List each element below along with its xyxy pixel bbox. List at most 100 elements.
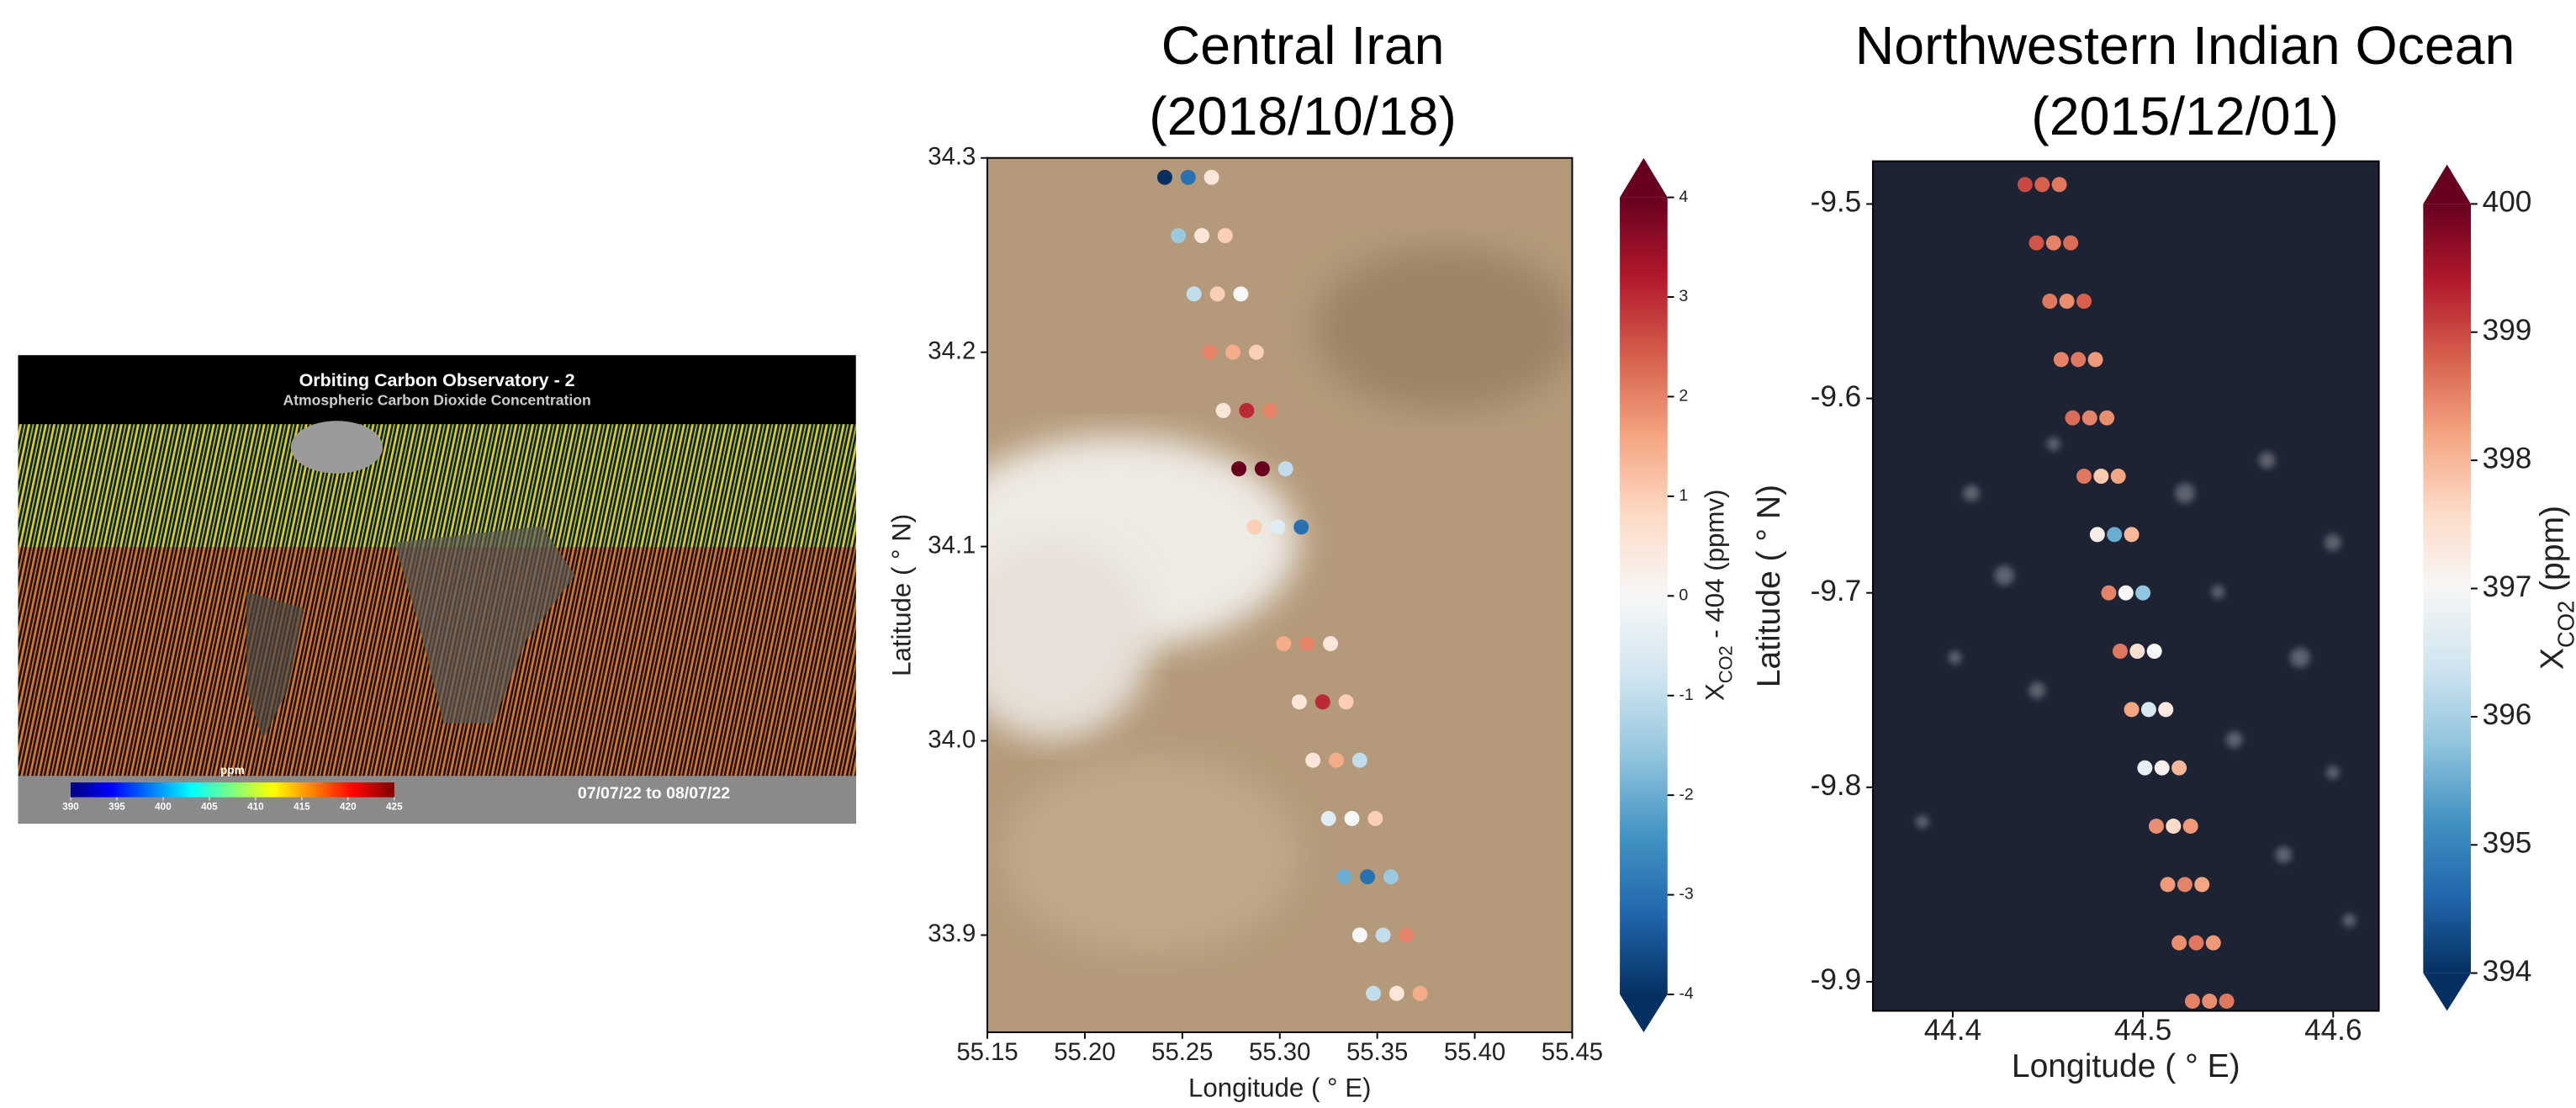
data-point — [2202, 994, 2218, 1009]
data-point — [1231, 461, 1247, 477]
data-point — [1209, 286, 1225, 302]
data-point — [2158, 702, 2174, 718]
colorbar-tick-label: 396 — [2483, 698, 2532, 731]
data-point — [2071, 352, 2087, 368]
chart-title: Northwestern Indian Ocean — [1855, 15, 2515, 76]
data-point — [2118, 585, 2134, 601]
data-point — [2107, 527, 2123, 543]
y-axis-label: Latitude ( ° N) — [887, 514, 917, 676]
data-point — [1156, 169, 1172, 185]
data-point — [2148, 819, 2164, 834]
y-tick-label: 34.2 — [928, 337, 976, 364]
data-point — [1323, 636, 1338, 652]
data-point — [1366, 985, 1381, 1001]
africa — [394, 526, 575, 724]
data-point — [2101, 585, 2117, 601]
colorbar-tick-label: 1 — [1679, 486, 1688, 505]
colorbar-tick-label: 3 — [1679, 287, 1688, 305]
data-point — [2093, 469, 2109, 485]
colorbar-tick-label: 0 — [1679, 586, 1688, 604]
points — [1156, 169, 1428, 1001]
axes-frame — [1871, 160, 2380, 1012]
colorbar-label-part: (ppm) — [2535, 506, 2571, 601]
colorbar-extend — [1620, 157, 1668, 198]
data-point — [1233, 286, 1249, 302]
data-point — [2137, 760, 2153, 776]
data-point — [1194, 228, 1209, 244]
x-tick-label: 55.30 — [1249, 1038, 1310, 1066]
data-point — [1217, 228, 1233, 244]
data-point — [2053, 352, 2069, 368]
x-axis-label: Longitude ( ° E) — [1188, 1074, 1371, 1103]
colorbar-tick-label: -1 — [1679, 686, 1693, 704]
colorbar-label-part: CO2 — [2552, 601, 2576, 648]
greenland — [290, 421, 383, 474]
chart-title: Central Iran — [1161, 15, 1445, 76]
data-point — [1262, 402, 1278, 418]
y-tick-label: -9.6 — [1811, 380, 1862, 413]
satellite-image — [987, 157, 1573, 1032]
colorbar-label-part: X — [1701, 683, 1730, 701]
y-axis-label: Latitude ( ° N) — [1751, 485, 1787, 687]
data-point — [1254, 461, 1270, 477]
data-point — [1239, 402, 1255, 418]
x-tick-label: 55.25 — [1151, 1038, 1213, 1066]
colorbar-tick-label: 405 — [201, 801, 218, 812]
x-tick-label: 55.20 — [1054, 1038, 1115, 1066]
data-point — [1336, 869, 1352, 885]
data-point — [2081, 410, 2097, 426]
colorbar-tick-label: 394 — [2483, 955, 2532, 988]
colorbar-tick-label: 400 — [155, 801, 172, 812]
y-tick-label: 34.0 — [928, 725, 976, 753]
colorbar-label: XCO2 - 404 (ppmv) — [1701, 490, 1737, 702]
colorbar-label-part: X — [2535, 648, 2571, 670]
data-point — [2184, 994, 2200, 1009]
colorbar-extend — [2423, 973, 2471, 1011]
data-point — [2076, 469, 2092, 485]
data-point — [2194, 877, 2210, 893]
y-tick-label: 34.3 — [928, 142, 976, 170]
data-point — [1270, 519, 1286, 535]
data-point — [1248, 344, 1264, 360]
colorbar-tick-label: 390 — [62, 801, 79, 812]
x-tick-label: 44.5 — [2114, 1014, 2171, 1047]
data-point — [2160, 877, 2176, 893]
data-point — [2171, 760, 2187, 776]
data-point — [2135, 585, 2151, 601]
data-point — [1186, 286, 1202, 302]
data-point — [1383, 869, 1399, 885]
data-point — [1215, 402, 1231, 418]
colorbar-tick-label: 399 — [2483, 314, 2532, 347]
x-tick-label: 55.40 — [1444, 1038, 1505, 1066]
y-tick-label: -9.9 — [1811, 963, 1862, 996]
data-point — [1276, 636, 1292, 652]
colorbar-label: ppm — [220, 764, 245, 777]
map-panel — [18, 355, 856, 824]
data-point — [1277, 461, 1293, 477]
colorbar-tick-label: 415 — [294, 801, 310, 812]
data-point — [2034, 177, 2050, 193]
colorbar-tick-label: 2 — [1679, 387, 1688, 406]
south-america — [246, 591, 304, 740]
data-point — [1180, 169, 1196, 185]
y-tick-label: -9.8 — [1811, 769, 1862, 802]
data-point — [1299, 636, 1315, 652]
x-tick-label: 55.45 — [1542, 1038, 1603, 1066]
data-point — [2177, 877, 2193, 893]
x-tick-label: 44.4 — [1924, 1014, 1981, 1047]
data-point — [2042, 294, 2058, 310]
data-point — [2140, 702, 2156, 718]
map-annotation: 07/07/22 to 08/07/22 — [578, 784, 730, 803]
data-point — [2124, 527, 2140, 543]
colorbar-label-part: - 404 (ppmv) — [1701, 490, 1730, 646]
data-point — [2059, 294, 2075, 310]
data-point — [1367, 810, 1383, 826]
colorbar-extend — [2423, 164, 2471, 204]
map-subtitle: Atmospheric Carbon Dioxide Concentration — [283, 391, 590, 408]
map-title: Orbiting Carbon Observatory - 2 — [299, 370, 575, 390]
x-tick-label: 44.6 — [2304, 1014, 2362, 1047]
data-point — [2076, 294, 2092, 310]
data-point — [1399, 927, 1415, 943]
